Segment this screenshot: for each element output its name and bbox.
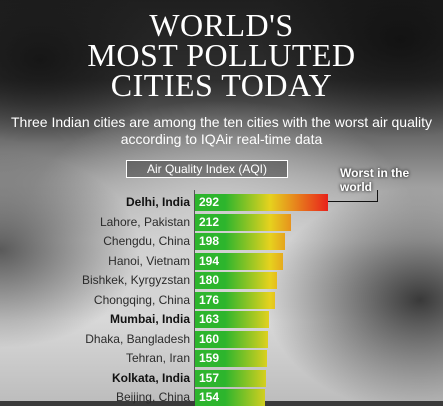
city-label: Kolkata, India bbox=[111, 371, 190, 385]
worst-annotation-line bbox=[328, 201, 378, 202]
aqi-bar bbox=[195, 370, 266, 387]
city-label: Bishkek, Kyrgyzstan bbox=[81, 273, 190, 287]
aqi-value: 160 bbox=[199, 332, 220, 346]
aqi-bar bbox=[195, 311, 269, 328]
aqi-value: 157 bbox=[199, 371, 220, 385]
city-label: Beijing, China bbox=[115, 390, 190, 404]
aqi-bar bbox=[195, 292, 275, 309]
worst-annotation: Worst in the world bbox=[340, 166, 410, 194]
title-line-3: Cities Today bbox=[110, 67, 333, 103]
page-title: World's Most Polluted Cities Today bbox=[0, 7, 443, 103]
subtitle: Three Indian cities are among the ten ci… bbox=[11, 114, 432, 147]
chart-axis-line bbox=[194, 190, 195, 401]
aqi-value: 212 bbox=[199, 215, 220, 229]
aqi-bar bbox=[195, 214, 291, 231]
title-line-1: World's bbox=[149, 7, 294, 43]
aqi-value: 198 bbox=[199, 234, 220, 248]
aqi-bar bbox=[195, 233, 285, 250]
aqi-value: 176 bbox=[199, 293, 220, 307]
city-label: Chongqing, China bbox=[93, 293, 190, 307]
aqi-bar bbox=[195, 194, 328, 211]
aqi-value: 180 bbox=[199, 273, 220, 287]
city-label: Hanoi, Vietnam bbox=[108, 254, 190, 268]
aqi-bar bbox=[195, 253, 283, 270]
aqi-value: 154 bbox=[199, 390, 220, 404]
city-label: Lahore, Pakistan bbox=[99, 215, 190, 229]
worst-annotation-tick bbox=[377, 190, 378, 202]
axis-label: Air Quality Index (AQI) bbox=[126, 160, 288, 178]
city-label: Chengdu, China bbox=[103, 234, 190, 248]
title-line-2: Most Polluted bbox=[87, 37, 356, 73]
aqi-bar bbox=[195, 350, 267, 367]
city-label: Delhi, India bbox=[125, 195, 190, 209]
city-label: Tehran, Iran bbox=[125, 351, 190, 365]
aqi-value: 159 bbox=[199, 351, 220, 365]
aqi-bar bbox=[195, 331, 268, 348]
aqi-value: 163 bbox=[199, 312, 220, 326]
aqi-bar bbox=[195, 272, 277, 289]
city-label: Mumbai, India bbox=[109, 312, 190, 326]
aqi-value: 194 bbox=[199, 254, 220, 268]
city-label: Dhaka, Bangladesh bbox=[85, 332, 190, 346]
aqi-value: 292 bbox=[199, 195, 220, 209]
